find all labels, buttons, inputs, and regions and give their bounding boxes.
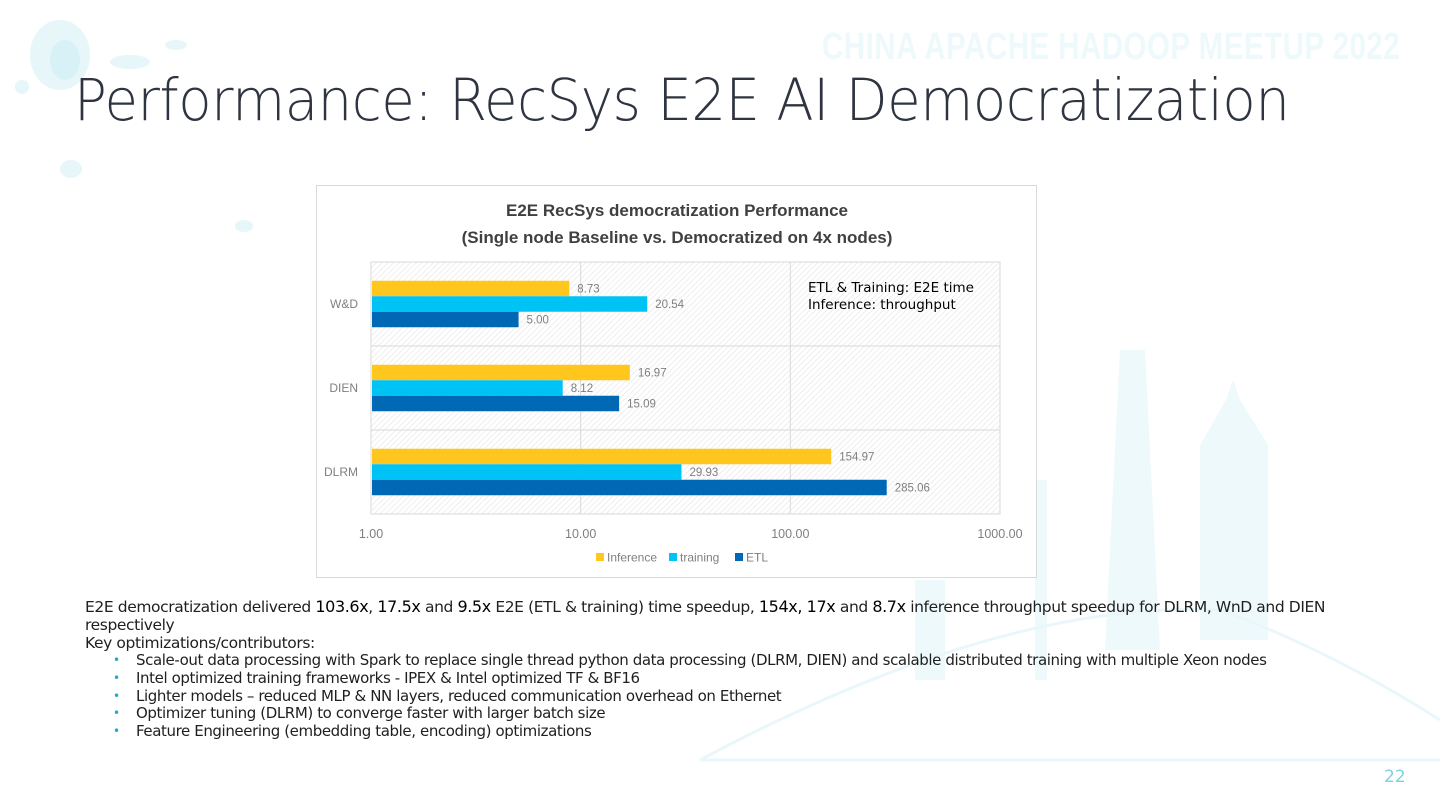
- slide-title: Performance: RecSys E2E AI Democratizati…: [74, 66, 1290, 134]
- data-label: 20.54: [655, 299, 684, 311]
- category-label: W&D: [330, 297, 358, 311]
- chart-annotation-line-2: Inference: throughput: [808, 297, 956, 313]
- data-label: 8.12: [571, 383, 593, 395]
- data-label: 15.09: [627, 399, 656, 411]
- x-tick-label: 1000.00: [977, 527, 1022, 541]
- category-label: DLRM: [324, 465, 358, 479]
- category-label: DIEN: [329, 381, 358, 395]
- x-tick-label: 10.00: [565, 527, 596, 541]
- legend-label-etl: ETL: [746, 551, 768, 565]
- legend-swatch-inference: [596, 553, 604, 561]
- page-number: 22: [1384, 767, 1406, 787]
- bar-etl-dien: [372, 395, 620, 412]
- list-item: Lighter models – reduced MLP & NN layers…: [113, 687, 1385, 706]
- legend-swatch-etl: [735, 553, 743, 561]
- data-label: 16.97: [638, 368, 667, 380]
- summary-text-part: and: [420, 598, 458, 616]
- bar-inference-dlrm: [372, 448, 832, 465]
- chart-legend: Inference training ETL: [596, 551, 768, 565]
- data-label: 285.06: [895, 483, 930, 495]
- wnd-e2e-speedup: 17.5x: [377, 597, 421, 616]
- dlrm-e2e-speedup: 103.6x: [315, 597, 369, 616]
- bar-etl-dlrm: [372, 479, 887, 496]
- legend-label-inference: Inference: [607, 551, 657, 565]
- list-item: Intel optimized training frameworks - IP…: [113, 669, 1385, 688]
- bar-training-dlrm: [372, 464, 682, 480]
- dlrm-wnd-inference-speedup: 154x, 17x: [758, 597, 836, 616]
- list-item: Scale-out data processing with Spark to …: [113, 651, 1385, 670]
- bar-inference-dien: [372, 364, 630, 381]
- summary-paragraph: E2E democratization delivered 103.6x, 17…: [85, 597, 1385, 635]
- dien-inference-speedup: 8.7x: [872, 597, 906, 616]
- bar-training-wd: [372, 296, 648, 312]
- x-tick-label: 1.00: [359, 527, 383, 541]
- performance-bar-chart: E2E RecSys democratization Performance (…: [324, 201, 1023, 565]
- chart-title: E2E RecSys democratization Performance: [506, 201, 848, 220]
- data-label: 5.00: [527, 315, 549, 327]
- summary-text-part: ,: [368, 598, 378, 616]
- chart-annotation-line-1: ETL & Training: E2E time: [808, 280, 974, 296]
- chart-subtitle: (Single node Baseline vs. Democratized o…: [462, 228, 893, 247]
- optimizations-list: Scale-out data processing with Spark to …: [85, 651, 1385, 741]
- summary-text-part: and: [835, 598, 873, 616]
- summary-text: E2E democratization delivered 103.6x, 17…: [85, 598, 1385, 741]
- x-tick-label: 100.00: [771, 527, 809, 541]
- list-item: Feature Engineering (embedding table, en…: [113, 722, 1385, 741]
- chart-container: E2E RecSys democratization Performance (…: [316, 185, 1037, 578]
- event-watermark: CHINA APACHE HADOOP MEETUP 2022: [822, 26, 1401, 68]
- list-item: Optimizer tuning (DLRM) to converge fast…: [113, 705, 1385, 723]
- data-label: 8.73: [577, 284, 599, 296]
- key-optimizations-heading: Key optimizations/contributors:: [85, 634, 315, 652]
- summary-text-part: inference throughput speedup for DLRM, W…: [85, 598, 1326, 634]
- data-label: 154.97: [839, 452, 874, 464]
- summary-text-part: E2E democratization delivered: [85, 598, 316, 616]
- bar-inference-wd: [372, 280, 570, 297]
- bar-etl-wd: [372, 311, 519, 328]
- dien-e2e-speedup: 9.5x: [457, 597, 491, 616]
- summary-text-part: E2E (ETL & training) time speedup,: [490, 598, 759, 616]
- bar-training-dien: [372, 380, 563, 396]
- data-label: 29.93: [689, 467, 718, 479]
- legend-label-training: training: [680, 551, 719, 565]
- legend-swatch-training: [669, 553, 677, 561]
